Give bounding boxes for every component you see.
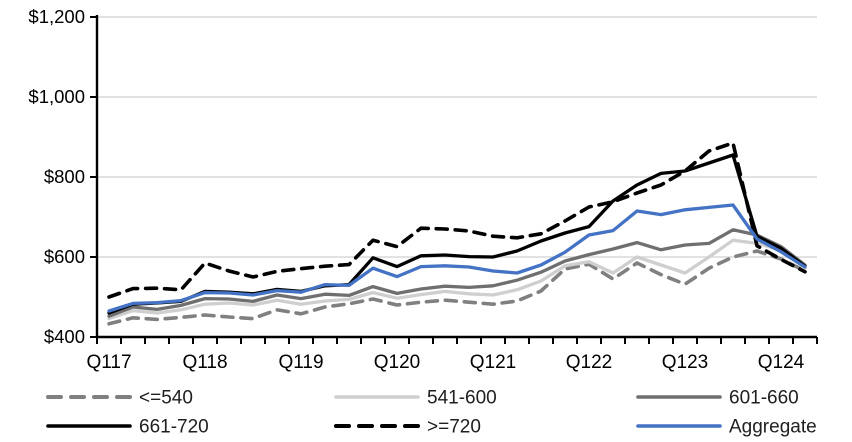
y-axis-label: $1,200 <box>28 6 85 27</box>
legend-item-ge720: >=720 <box>334 417 481 438</box>
y-axis-label: $400 <box>44 326 85 347</box>
legend-label-le540: <=540 <box>139 388 193 409</box>
legend-item-601-660: 601-660 <box>636 388 799 409</box>
x-axis-label: Q124 <box>758 352 805 373</box>
legend-label-661-720: 661-720 <box>139 417 209 438</box>
series-line-aggregate <box>107 203 807 313</box>
series-line-le540 <box>107 249 807 326</box>
y-axis-label: $1,000 <box>28 86 85 107</box>
x-axis-label: Q120 <box>374 352 420 373</box>
legend-item-aggregate: Aggregate <box>636 417 817 438</box>
legend-label-541-600: 541-600 <box>427 388 497 409</box>
x-axis-label: Q118 <box>182 352 227 373</box>
legend-item-le540: <=540 <box>46 388 193 409</box>
series-line-541-600 <box>107 238 807 321</box>
y-axis-label: $600 <box>44 246 85 267</box>
legend-item-661-720: 661-720 <box>46 417 209 438</box>
x-axis-label: Q122 <box>566 352 612 373</box>
legend-item-541-600: 541-600 <box>334 388 497 409</box>
x-axis-label: Q119 <box>278 352 323 373</box>
x-axis-label: Q121 <box>470 352 516 373</box>
legend-label-601-660: 601-660 <box>729 388 799 409</box>
legend-label-aggregate: Aggregate <box>729 417 817 438</box>
x-axis-label: Q117 <box>86 352 131 373</box>
series-line-661-720 <box>107 153 807 315</box>
legend-label-ge720: >=720 <box>427 417 481 438</box>
y-axis-label: $800 <box>44 166 85 187</box>
x-axis-label: Q123 <box>662 352 708 373</box>
series-line-ge720 <box>107 141 807 299</box>
series-line-601-660 <box>107 228 807 318</box>
